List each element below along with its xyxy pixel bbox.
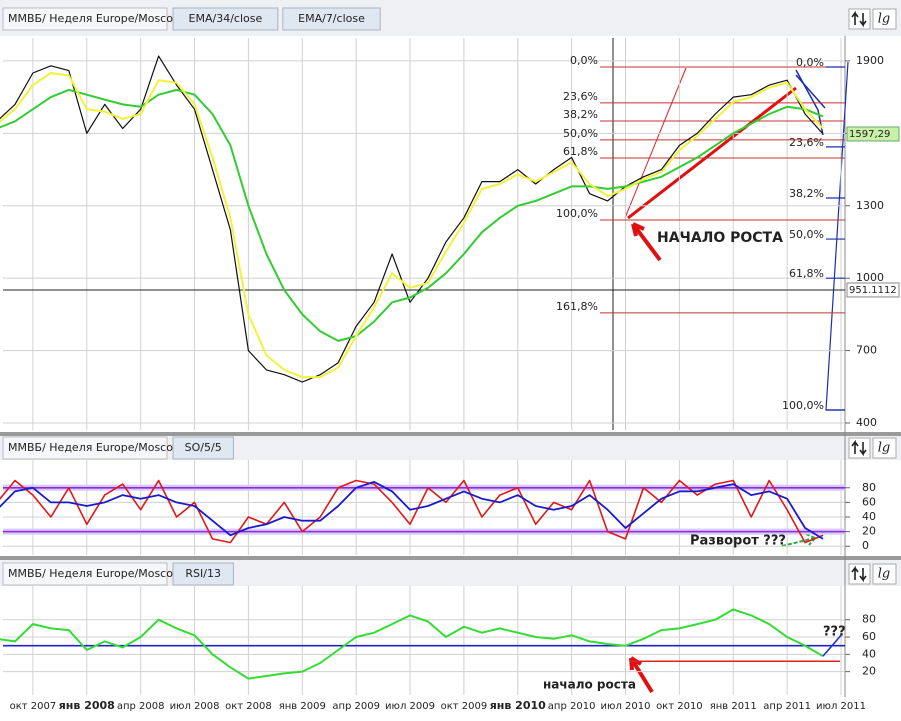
y-tick-label: 20 bbox=[862, 665, 876, 678]
series-line bbox=[822, 634, 842, 657]
scale-button[interactable] bbox=[872, 8, 897, 30]
sort-icon bbox=[851, 439, 867, 457]
fib-label: 50,0% bbox=[563, 127, 598, 140]
legend-label: EMA/7/close bbox=[298, 12, 365, 25]
y-tick-label: 700 bbox=[856, 344, 877, 357]
annotation: ??? bbox=[823, 625, 846, 640]
fib-label: 50,0% bbox=[789, 228, 824, 241]
fib-label: 61,8% bbox=[563, 145, 598, 158]
x-tick-label: янв 2010 bbox=[490, 699, 546, 712]
y-tick-label: 1000 bbox=[856, 271, 884, 284]
legend-label: EMA/34/close bbox=[189, 12, 263, 25]
x-tick-label: июл 2010 bbox=[601, 701, 651, 712]
x-tick-label: апр 2009 bbox=[332, 701, 380, 712]
series-line bbox=[0, 479, 824, 544]
annotation: начало роста bbox=[543, 678, 636, 692]
x-tick-label: янв 2008 bbox=[59, 699, 115, 712]
y-tick-label: 60 bbox=[862, 495, 876, 508]
fib-label: 38,2% bbox=[563, 108, 598, 121]
header-box bbox=[2, 436, 168, 460]
legend-box bbox=[172, 562, 234, 586]
scale-button-label: lg bbox=[878, 441, 890, 456]
legend-box bbox=[172, 7, 279, 31]
fib-label: 23,6% bbox=[563, 90, 598, 103]
price-box bbox=[846, 126, 900, 142]
sort-button[interactable] bbox=[848, 8, 871, 30]
series-line bbox=[0, 88, 824, 342]
scale-button[interactable] bbox=[872, 437, 897, 459]
panel-title: ММВБ/ Неделя Europe/Moscow bbox=[8, 441, 182, 454]
header-box bbox=[2, 562, 168, 586]
x-tick-label: апр 2011 bbox=[763, 701, 811, 712]
fib-label: 23,6% bbox=[789, 136, 824, 149]
x-tick-label: июл 2009 bbox=[385, 701, 435, 712]
y-tick-label: 80 bbox=[862, 481, 876, 494]
price-label: 1597,29 bbox=[849, 129, 890, 140]
x-tick-label: июл 2011 bbox=[816, 701, 866, 712]
series-line bbox=[0, 481, 824, 540]
x-tick-label: окт 2009 bbox=[441, 701, 488, 712]
legend-box bbox=[282, 7, 381, 31]
sort-button[interactable] bbox=[848, 563, 871, 585]
series-line bbox=[0, 608, 824, 680]
x-tick-label: янв 2009 bbox=[279, 701, 326, 712]
fib-label: 100,0% bbox=[782, 399, 824, 412]
y-tick-label: 20 bbox=[862, 525, 876, 538]
fib-label: 38,2% bbox=[789, 187, 824, 200]
y-tick-label: 60 bbox=[862, 630, 876, 643]
scale-button-label: lg bbox=[878, 12, 890, 27]
y-tick-label: 40 bbox=[862, 647, 876, 660]
series-line bbox=[0, 72, 824, 379]
annotation: Разворот ??? bbox=[690, 534, 786, 549]
legend-label: SO/5/5 bbox=[185, 441, 222, 454]
x-tick-label: окт 2007 bbox=[10, 701, 57, 712]
fib-label: 161,8% bbox=[556, 300, 598, 313]
fib-line bbox=[624, 67, 687, 219]
fib-label: 61,8% bbox=[789, 267, 824, 280]
x-tick-label: янв 2011 bbox=[710, 701, 757, 712]
sort-icon bbox=[851, 10, 867, 28]
arrow bbox=[631, 222, 662, 262]
legend-label: RSI/13 bbox=[185, 567, 221, 580]
fib-label: 0,0% bbox=[570, 54, 598, 67]
panel-title: ММВБ/ Неделя Europe/Moscow bbox=[8, 12, 182, 25]
separator bbox=[0, 432, 901, 436]
y-tick-label: 400 bbox=[856, 416, 877, 429]
y-tick-label: 1900 bbox=[856, 54, 884, 67]
annotation: НАЧАЛО РОСТА bbox=[657, 230, 783, 246]
trend-line bbox=[627, 86, 797, 220]
x-tick-label: окт 2008 bbox=[225, 701, 272, 712]
sort-icon bbox=[851, 565, 867, 583]
legend-box bbox=[172, 436, 234, 460]
header-box bbox=[2, 7, 168, 31]
scale-button[interactable] bbox=[872, 563, 897, 585]
y-tick-label: 40 bbox=[862, 510, 876, 523]
x-tick-label: окт 2010 bbox=[656, 701, 703, 712]
crosshair-label: 951.1112 bbox=[849, 285, 897, 296]
scale-button-label: lg bbox=[878, 567, 890, 582]
x-tick-label: апр 2008 bbox=[117, 701, 165, 712]
x-tick-label: апр 2010 bbox=[548, 701, 596, 712]
crosshair-box bbox=[846, 282, 900, 298]
panel-title: ММВБ/ Неделя Europe/Moscow bbox=[8, 567, 182, 580]
y-tick-label: 1300 bbox=[856, 199, 884, 212]
y-tick-label: 80 bbox=[862, 613, 876, 626]
sort-button[interactable] bbox=[848, 437, 871, 459]
fib-label: 100,0% bbox=[556, 207, 598, 220]
separator bbox=[0, 556, 901, 560]
x-tick-label: июл 2008 bbox=[170, 701, 220, 712]
fib-label: 0,0% bbox=[796, 56, 824, 69]
y-tick-label: 0 bbox=[862, 539, 869, 552]
